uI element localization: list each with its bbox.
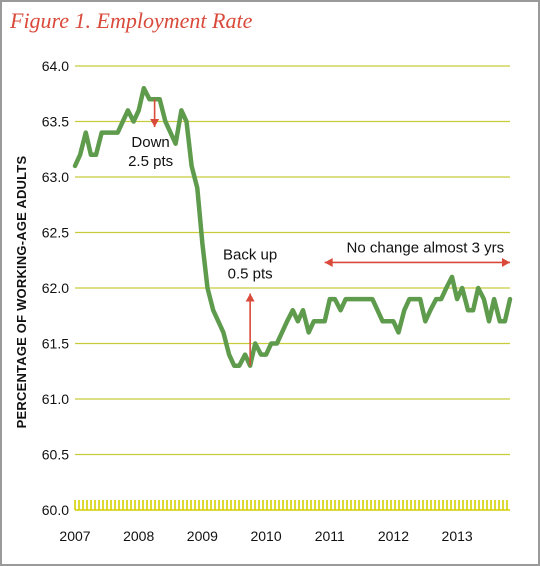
arrowhead (150, 119, 160, 128)
annotation-text: Down (131, 134, 169, 151)
chart-title: Figure 1. Employment Rate (9, 8, 253, 33)
gridlines (75, 65, 510, 456)
y-tick-label: 63.0 (42, 169, 69, 185)
baseline-ticks (74, 500, 510, 511)
y-tick-label: 63.5 (42, 114, 69, 130)
x-tick-label: 2012 (378, 528, 409, 544)
x-tick-label: 2010 (250, 528, 281, 544)
arrowhead (324, 257, 333, 267)
y-tick-label: 61.5 (42, 336, 69, 352)
y-tick-labels: 60.0 60.5 61.0 61.5 62.0 62.5 63.0 63.5 64.0 (42, 58, 69, 518)
annotations: Down 2.5 pts Back up 0.5 pts No change almos… (128, 99, 510, 366)
annotation-text: No change almost 3 yrs (347, 239, 505, 256)
y-tick-label: 62.5 (42, 225, 69, 241)
annotation-text: 0.5 pts (228, 266, 273, 283)
x-tick-label: 2011 (315, 528, 345, 544)
series-line (72, 85, 513, 368)
x-tick-labels: 2007 2008 2009 2010 2011 2012 2013 (59, 528, 472, 544)
y-tick-label: 64.0 (42, 58, 69, 74)
y-tick-label: 60.5 (42, 447, 69, 463)
y-tick-label: 60.0 (42, 502, 69, 518)
annotation-text: 2.5 pts (128, 153, 173, 170)
y-axis-label: PERCENTAGE OF WORKING-AGE ADULTS (14, 156, 29, 429)
x-tick-label: 2013 (442, 528, 473, 544)
arrowhead (502, 257, 510, 267)
arrowhead (245, 293, 255, 302)
series (72, 85, 513, 368)
annotation-text: Back up (223, 247, 277, 264)
y-tick-label: 61.0 (42, 391, 69, 407)
x-tick-label: 2009 (187, 528, 218, 544)
y-tick-label: 62.0 (42, 280, 69, 296)
x-tick-label: 2007 (59, 528, 90, 544)
x-tick-label: 2008 (123, 528, 154, 544)
